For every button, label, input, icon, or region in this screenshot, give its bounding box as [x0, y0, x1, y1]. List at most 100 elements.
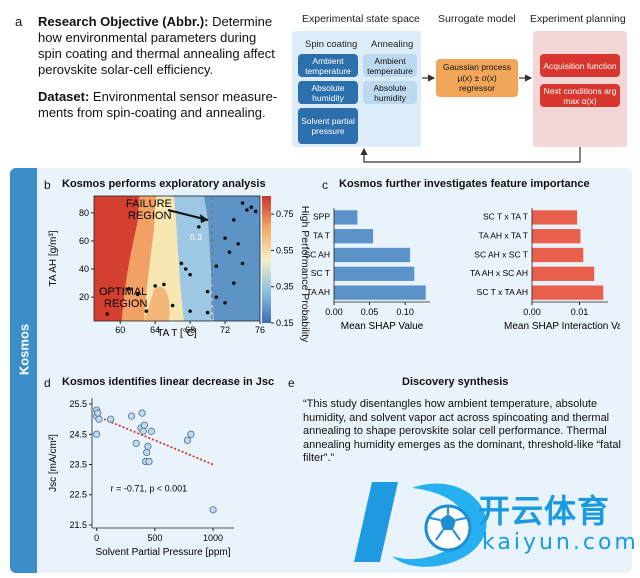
annealing-label: Annealing — [371, 39, 414, 50]
panel-a-label: a — [15, 14, 23, 29]
panel-c-title: Kosmos further investigates feature impo… — [339, 178, 590, 190]
bar-category-label: SC AH — [304, 249, 330, 259]
heatmap-point — [240, 261, 245, 266]
heatmap-point — [188, 272, 192, 277]
heatmap-point — [245, 208, 249, 212]
spin-solvent-partial-pressure: Solvent partial pressure — [298, 108, 358, 144]
x-tick-label: 0.00 — [325, 307, 343, 317]
scatter-point — [132, 439, 140, 447]
scatter-y-tick-label: 24.5 — [69, 429, 87, 439]
colorbar-tick-label: 0.75 — [276, 209, 294, 219]
bar-category-label: SC T x TA T — [483, 212, 528, 222]
heatmap-point — [162, 282, 166, 287]
panel-c-label: c — [322, 178, 328, 192]
heatmap-y-tick-label: 60 — [79, 236, 89, 246]
panel-e-label: e — [288, 376, 295, 390]
scatter-point — [209, 506, 217, 514]
x-axis-label: Mean SHAP Value — [341, 321, 424, 332]
scatter-point — [127, 412, 136, 420]
heatmap-x-tick-label: 72 — [220, 325, 230, 335]
bar-category-label: TA AH — [307, 287, 330, 297]
brand-cn: 开云体育 — [478, 492, 611, 530]
colorbar-tick-label: 0.35 — [276, 282, 294, 292]
bar-category-label: SC AH x SC T — [474, 249, 528, 259]
scatter-point — [107, 415, 115, 423]
objective-text: Determine how environmental parameters d… — [38, 14, 275, 77]
scatter-y-tick-label: 23.5 — [69, 460, 87, 470]
state-space-title: Experimental state space — [302, 13, 420, 25]
dataset-description: Dataset: Environmental sensor measure-me… — [38, 89, 283, 121]
surrogate-title: Surrogate model — [438, 13, 516, 25]
scatter-y-tick-label: 22.5 — [69, 490, 87, 500]
scatter-point — [138, 409, 146, 417]
anneal-absolute-humidity: Absolute humidity — [363, 81, 417, 104]
x-tick-label: 0.05 — [361, 307, 379, 317]
panel-d-title: Kosmos identifies linear decrease in Jsc — [62, 376, 275, 388]
heatmap-field — [94, 196, 260, 321]
scatter-point — [140, 421, 148, 429]
bar — [532, 266, 595, 281]
bar-category-label: TA AH x SC AH — [470, 268, 528, 278]
trend-line — [96, 415, 214, 466]
failure-label: FAILURE REGION — [126, 198, 172, 222]
heatmap-point — [205, 289, 210, 294]
panel-b-title: Kosmos performs exploratory analysis — [62, 178, 266, 190]
heatmap-y-tick-label: 40 — [79, 264, 89, 274]
heatmap-point — [188, 309, 192, 313]
heatmap-point — [197, 225, 201, 229]
heatmap-x-tick-label: 60 — [115, 325, 125, 335]
dataset-text: Environmental sensor measure-ments from … — [38, 89, 278, 120]
bar — [532, 210, 578, 225]
brand-url: kaiyun.com — [482, 530, 639, 555]
kaiyun-logo — [354, 482, 487, 567]
heatmap-point — [223, 236, 227, 240]
failure-arrow-head — [200, 214, 208, 223]
x-tick-label: 0.00 — [523, 307, 541, 317]
heatmap-point — [231, 218, 236, 222]
scatter-x-tick-label: 500 — [147, 533, 162, 543]
x-axis-label: Mean SHAP Interaction Value — [504, 321, 620, 332]
shap-chart: SPP TA T SC AH SC T TA AH 0.00 0.05 0.10 Mean SH… — [304, 208, 430, 332]
heatmap-point — [153, 284, 157, 288]
bar-category-label: SC T x TA AH — [477, 287, 528, 297]
scatter-point — [93, 430, 101, 438]
colorbar-ticks: 0.75 0.55 0.35 0.15 — [271, 209, 294, 328]
scatter-point — [95, 415, 103, 423]
bar — [334, 285, 426, 300]
heatmap-point — [179, 261, 184, 266]
jsc-scatter-chart: 0 500 1000 21.5 22.5 23.5 24.5 25.5 r = -0.71, p… — [48, 398, 234, 558]
heatmap-point — [135, 292, 140, 297]
heatmap-x-label: TA T [°C] — [157, 328, 197, 339]
scatter-point — [187, 430, 195, 438]
correlation-annotation: r = -0.71, p < 0.001 — [111, 484, 188, 494]
scatter-x-tick-label: 1000 — [203, 533, 223, 543]
heatmap-y-label: TA AH [g/m³] — [48, 230, 59, 286]
planning-title: Experiment planning — [530, 13, 626, 25]
x-tick-label: 0.01 — [571, 307, 589, 317]
heatmap-point — [253, 209, 258, 214]
panel-e-title: Discovery synthesis — [402, 376, 509, 388]
shap-interaction-chart: SC T x TA T TA AH x TA T SC AH x SC T TA AH… — [470, 208, 620, 332]
scatter-y-tick-label: 21.5 — [69, 520, 87, 530]
bar-category-label: SC T — [311, 268, 330, 278]
surrogate-line-2: μ(x) ± σ(x) — [457, 72, 497, 83]
heatmap-point — [231, 281, 236, 285]
panel-d-label: d — [44, 376, 51, 390]
heatmap-point — [223, 300, 227, 305]
heatmap-point — [214, 264, 219, 269]
discovery-synthesis-text: “This study disentangles how ambient tem… — [303, 398, 621, 464]
heatmap-point — [214, 295, 219, 299]
heatmap-frame — [93, 195, 261, 322]
surrogate-model-box: Gaussian process μ(x) ± σ(x) regressor — [436, 59, 518, 97]
heatmap-y-tick-label: 20 — [79, 292, 89, 302]
scatter-point — [139, 427, 147, 435]
acquisition-function: Acquisition function — [540, 54, 620, 77]
kosmos-band — [10, 168, 37, 573]
bar — [334, 210, 358, 225]
heatmap-x-tick-label: 68 — [185, 325, 195, 335]
next-conditions: Next conditions arg max α(x) — [540, 84, 620, 107]
panel-b-label: b — [44, 178, 51, 192]
scatter-point — [94, 409, 102, 417]
pipeline-arrows — [360, 74, 581, 163]
